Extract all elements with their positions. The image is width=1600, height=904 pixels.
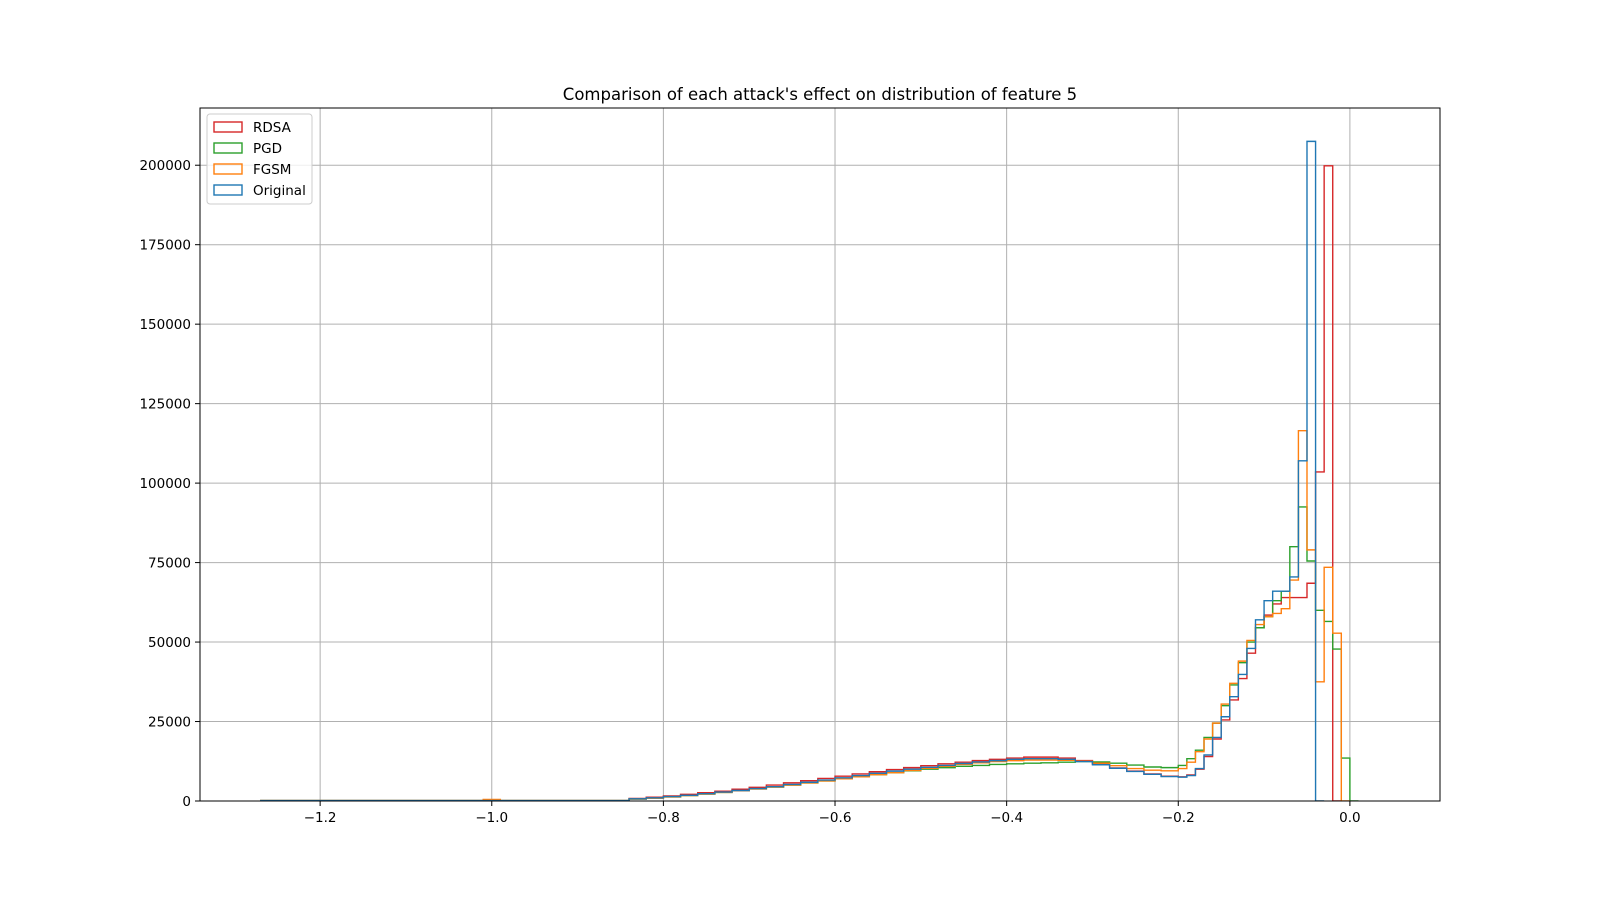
y-tick-label: 0	[182, 794, 191, 810]
legend-frame	[206, 113, 313, 205]
legend-label-rdsa: RDSA	[253, 120, 292, 136]
x-tick-label: −0.2	[1162, 810, 1195, 826]
y-axis-ticks: 0 25000 50000 75000 100000 125000 150000 175000…	[139, 158, 200, 810]
x-tick-label: −0.8	[647, 810, 680, 826]
y-tick-label: 50000	[148, 635, 191, 651]
legend-entries: RDSA PGD FGSM Original	[213, 120, 306, 199]
histogram-step-original	[628, 140, 1325, 801]
legend-swatch-fgsm	[213, 163, 243, 175]
chart-title: Comparison of each attack's effect on di…	[563, 85, 1077, 104]
legend: RDSA PGD FGSM Original	[206, 113, 313, 205]
legend-label-original: Original	[253, 183, 306, 199]
y-tick-label: 150000	[139, 317, 191, 333]
plot-frame	[199, 107, 1441, 802]
legend-swatch-rdsa	[213, 121, 243, 133]
x-tick-label: −1.2	[304, 810, 337, 826]
legend-swatch-original	[213, 184, 243, 196]
x-tick-label: 0.0	[1339, 810, 1360, 826]
y-tick-label: 25000	[148, 715, 191, 731]
x-tick-label: −1.0	[475, 810, 508, 826]
x-tick-label: −0.4	[990, 810, 1023, 826]
legend-label-fgsm: FGSM	[253, 162, 291, 178]
legend-swatch-pgd	[213, 142, 243, 154]
y-tick-label: 75000	[148, 556, 191, 572]
y-tick-label: 100000	[139, 476, 191, 492]
x-axis-ticks: −1.2 −1.0 −0.8 −0.6 −0.4 −0.2 0.0	[304, 801, 1361, 826]
y-tick-label: 125000	[139, 397, 191, 413]
legend-label-pgd: PGD	[253, 141, 282, 157]
y-tick-label: 175000	[139, 238, 191, 254]
y-tick-label: 200000	[139, 158, 191, 174]
x-tick-label: −0.6	[819, 810, 852, 826]
